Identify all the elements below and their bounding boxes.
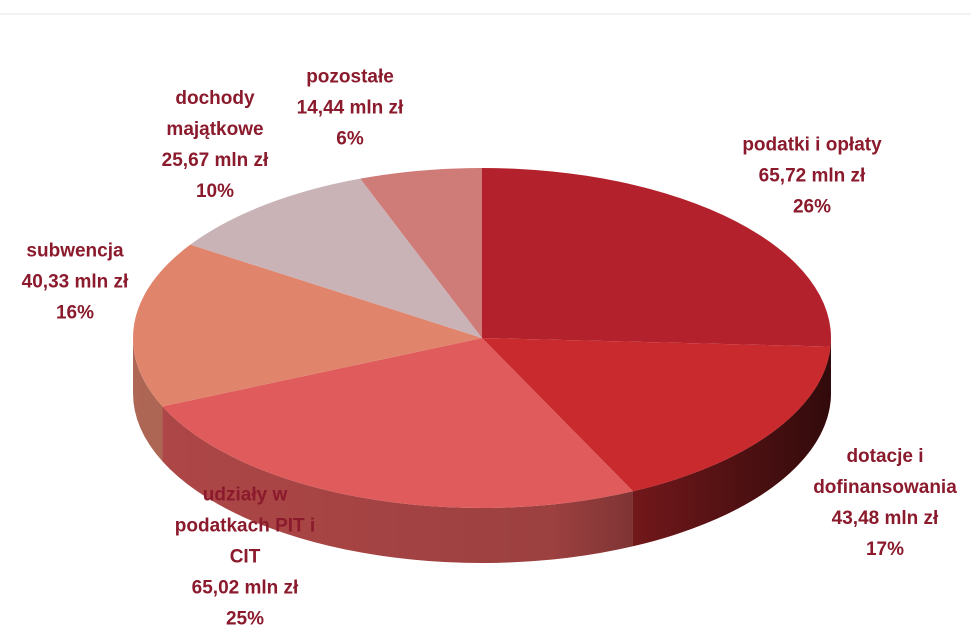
slice bbox=[482, 168, 832, 347]
label-category: udziały w podatkach PIT i CIT bbox=[174, 484, 316, 568]
label-percent: 25% bbox=[225, 608, 265, 629]
label-category: subwencja bbox=[26, 240, 124, 262]
slice bbox=[133, 244, 482, 407]
label-value: 43,48 mln zł bbox=[831, 508, 939, 529]
label-value: 65,72 mln zł bbox=[758, 165, 866, 187]
label-percent: 17% bbox=[865, 539, 905, 560]
data-label: podatki i opłaty 65,72 mln zł 26% bbox=[712, 130, 912, 223]
slice bbox=[482, 338, 831, 492]
slice bbox=[190, 178, 482, 338]
data-label: udziały w podatkach PIT i CIT 65,02 mln z… bbox=[165, 480, 325, 629]
label-category: dotacje i dofinansowania bbox=[813, 446, 957, 498]
side-shade bbox=[133, 338, 831, 563]
label-percent: 26% bbox=[792, 196, 832, 218]
label-value: 65,02 mln zł bbox=[191, 577, 299, 599]
label-value: 40,33 mln zł bbox=[21, 271, 129, 293]
slice bbox=[162, 338, 633, 509]
data-label: pozostałe 14,44 mln zł 6% bbox=[275, 62, 425, 155]
data-label: dochody majątkowe 25,67 mln zł 10% bbox=[145, 83, 285, 207]
label-percent: 16% bbox=[55, 302, 95, 324]
data-label: dotacje i dofinansowania 43,48 mln zł 17% bbox=[793, 441, 971, 565]
label-value: 14,44 mln zł bbox=[296, 97, 404, 119]
label-category: podatki i opłaty bbox=[742, 134, 882, 156]
label-category: dochody majątkowe bbox=[166, 88, 264, 140]
label-category: pozostałe bbox=[306, 66, 394, 88]
data-label: subwencja 40,33 mln zł 16% bbox=[0, 236, 150, 329]
label-percent: 6% bbox=[336, 128, 364, 150]
label-percent: 10% bbox=[195, 181, 235, 202]
label-value: 25,67 mln zł bbox=[161, 150, 269, 171]
slice bbox=[360, 168, 482, 338]
